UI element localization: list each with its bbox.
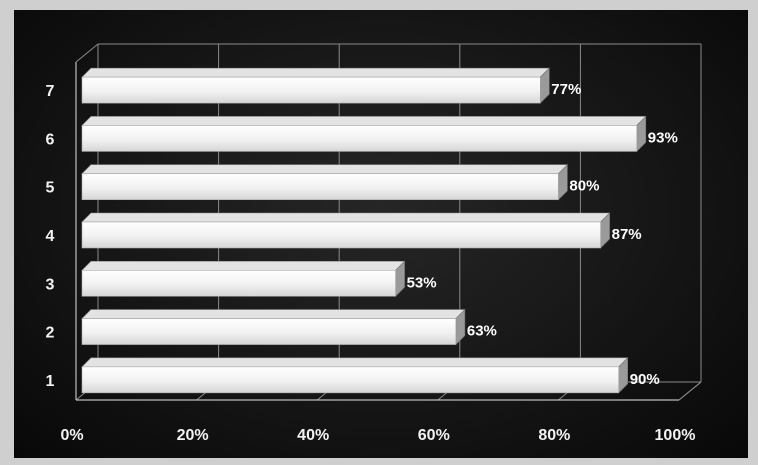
data-label: 87% bbox=[612, 226, 642, 243]
bar bbox=[81, 357, 629, 394]
bar-front-face bbox=[81, 173, 559, 201]
y-tick-label: 5 bbox=[46, 180, 55, 197]
y-tick-label: 1 bbox=[46, 373, 55, 390]
bar-top-face bbox=[81, 260, 406, 271]
bar bbox=[81, 308, 466, 346]
data-label: 53% bbox=[407, 274, 437, 291]
data-label: 63% bbox=[467, 323, 497, 340]
y-axis-depth bbox=[75, 43, 99, 63]
bar-top-face bbox=[81, 67, 551, 78]
x-tick-label: 40% bbox=[297, 427, 329, 444]
chart-panel: 0% 20% 40% 60% 80% 100% 1 90% 2 63% 3 53% 4 87% 5 80% 6 9… bbox=[14, 10, 748, 458]
x-tick-label: 80% bbox=[538, 427, 570, 444]
bar-front-face bbox=[81, 125, 638, 152]
data-label: 90% bbox=[630, 371, 660, 388]
bar-front-face bbox=[81, 318, 457, 345]
labels: 0% 20% 40% 60% 80% 100% 1 90% 2 63% 3 53% 4 87% 5 80% 6 9… bbox=[46, 81, 696, 444]
x-tick-label: 100% bbox=[655, 427, 696, 444]
bars bbox=[81, 67, 647, 394]
floor-right-edge bbox=[678, 381, 702, 401]
y-tick-label: 3 bbox=[46, 276, 55, 293]
bar-top-face bbox=[81, 357, 629, 368]
y-tick-label: 7 bbox=[46, 83, 55, 100]
bar-top-face bbox=[81, 212, 611, 223]
x-tick-label: 20% bbox=[177, 427, 209, 444]
bar-chart: 0% 20% 40% 60% 80% 100% 1 90% 2 63% 3 53% 4 87% 5 80% 6 9… bbox=[46, 43, 702, 444]
bar-front-face bbox=[81, 76, 541, 104]
bar bbox=[81, 212, 611, 249]
data-label: 77% bbox=[551, 81, 581, 98]
data-label: 80% bbox=[569, 178, 599, 195]
bar-top-face bbox=[81, 309, 466, 319]
y-tick-label: 6 bbox=[46, 131, 55, 148]
bar bbox=[81, 115, 647, 153]
data-label: 93% bbox=[648, 129, 678, 146]
bar-front-face bbox=[81, 221, 601, 249]
bar-top-face bbox=[81, 164, 569, 175]
bar bbox=[81, 163, 569, 201]
bar bbox=[81, 260, 406, 298]
bar-front-face bbox=[81, 269, 396, 297]
bar-front-face bbox=[81, 366, 620, 394]
bar-top-face bbox=[81, 116, 647, 126]
x-tick-label: 0% bbox=[60, 427, 83, 444]
y-tick-label: 4 bbox=[46, 228, 55, 245]
bar bbox=[81, 67, 551, 104]
y-tick-label: 2 bbox=[46, 325, 55, 342]
x-tick-label: 60% bbox=[418, 427, 450, 444]
